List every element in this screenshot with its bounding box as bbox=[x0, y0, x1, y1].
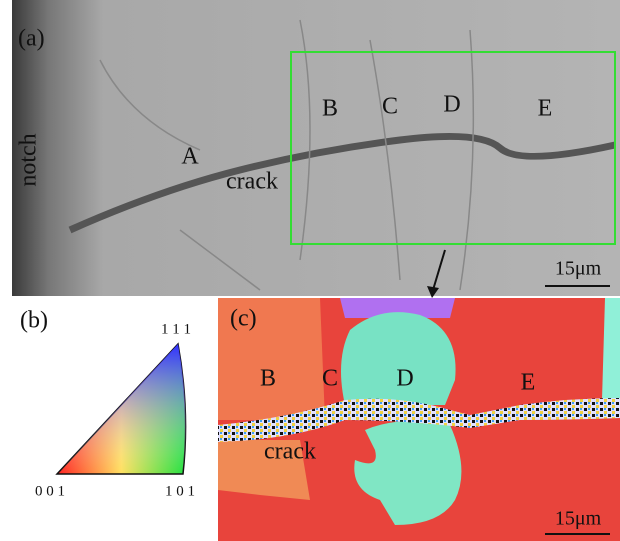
grain-label: B bbox=[322, 96, 338, 122]
corner-label: 0 0 1 bbox=[35, 483, 65, 499]
grain-label: D bbox=[443, 92, 460, 118]
grain-label: D bbox=[396, 366, 413, 392]
scale-label: 15μm bbox=[555, 508, 602, 530]
grain-label: A bbox=[181, 144, 199, 170]
sem-image bbox=[12, 0, 620, 296]
ipf-overlay bbox=[57, 344, 186, 474]
grain-label: B bbox=[260, 366, 276, 392]
grain-label: C bbox=[322, 366, 338, 392]
grain-label: E bbox=[521, 370, 536, 396]
panel-label: (a) bbox=[18, 26, 45, 52]
crack-label: crack bbox=[226, 169, 278, 195]
panel-label: (c) bbox=[230, 306, 257, 332]
grain-label: C bbox=[382, 94, 398, 120]
scale-label: 15μm bbox=[555, 258, 602, 280]
grain-label: E bbox=[538, 96, 553, 122]
notch-label: notch bbox=[16, 133, 42, 186]
figure: (a) notch A crack B C D E 15μm (b) 1 1 1… bbox=[0, 0, 620, 541]
corner-label: 1 0 1 bbox=[165, 483, 195, 499]
grain bbox=[602, 298, 620, 400]
panel-c: (c) B C D E crack 15μm bbox=[218, 298, 620, 541]
corner-label: 1 1 1 bbox=[161, 321, 191, 337]
panel-b: (b) 1 1 1 0 0 1 1 0 1 bbox=[20, 308, 195, 500]
panel-a: (a) notch A crack B C D E 15μm bbox=[12, 0, 620, 298]
panel-label: (b) bbox=[20, 308, 48, 334]
crack-label: crack bbox=[264, 439, 316, 465]
